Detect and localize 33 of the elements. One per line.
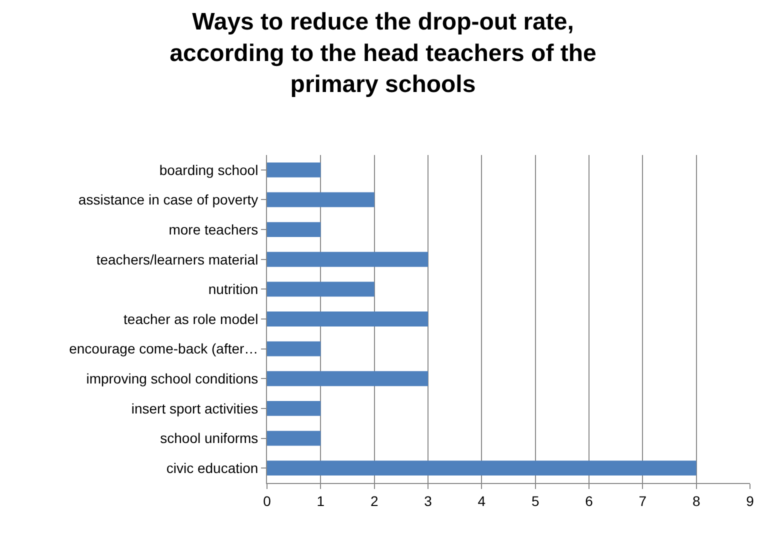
y-tick-label: civic education	[166, 460, 258, 476]
x-tick-label: 0	[263, 492, 272, 509]
x-tick-label: 8	[692, 492, 700, 509]
x-tick-label: 1	[316, 492, 325, 509]
y-tick-label: encourage come-back (after…	[69, 340, 258, 357]
bar	[267, 252, 428, 267]
y-tick-label: improving school conditions	[86, 370, 258, 387]
x-tick-label: 7	[638, 492, 647, 509]
x-tick-label: 6	[585, 492, 594, 509]
y-tick-label: teachers/learners material	[96, 251, 258, 268]
chart-title: Ways to reduce the drop-out rate, according to the head teachers of the primary schools	[170, 8, 596, 98]
bar	[267, 222, 321, 237]
bar	[267, 312, 428, 326]
x-tick-label: 2	[370, 492, 378, 509]
bar	[267, 460, 696, 476]
x-tick-label: 3	[424, 492, 432, 509]
x-tick-label: 4	[478, 492, 486, 509]
bar	[267, 341, 321, 356]
y-tick-label: boarding school	[159, 162, 258, 178]
x-tick-label: 9	[746, 492, 754, 509]
bar	[267, 282, 374, 297]
bar	[267, 430, 321, 446]
x-tick-label: 5	[531, 492, 540, 509]
y-tick-label: teacher as role model	[124, 310, 258, 327]
y-tick-label: assistance in case of poverty	[78, 192, 258, 208]
y-tick-label: insert sport activities	[131, 400, 258, 416]
bar	[267, 162, 321, 178]
y-tick-label: nutrition	[208, 281, 258, 298]
bar	[267, 192, 374, 208]
y-tick-label: more teachers	[168, 221, 258, 238]
bar	[267, 371, 428, 386]
y-tick-label: school uniforms	[160, 430, 258, 446]
bar	[267, 401, 321, 416]
